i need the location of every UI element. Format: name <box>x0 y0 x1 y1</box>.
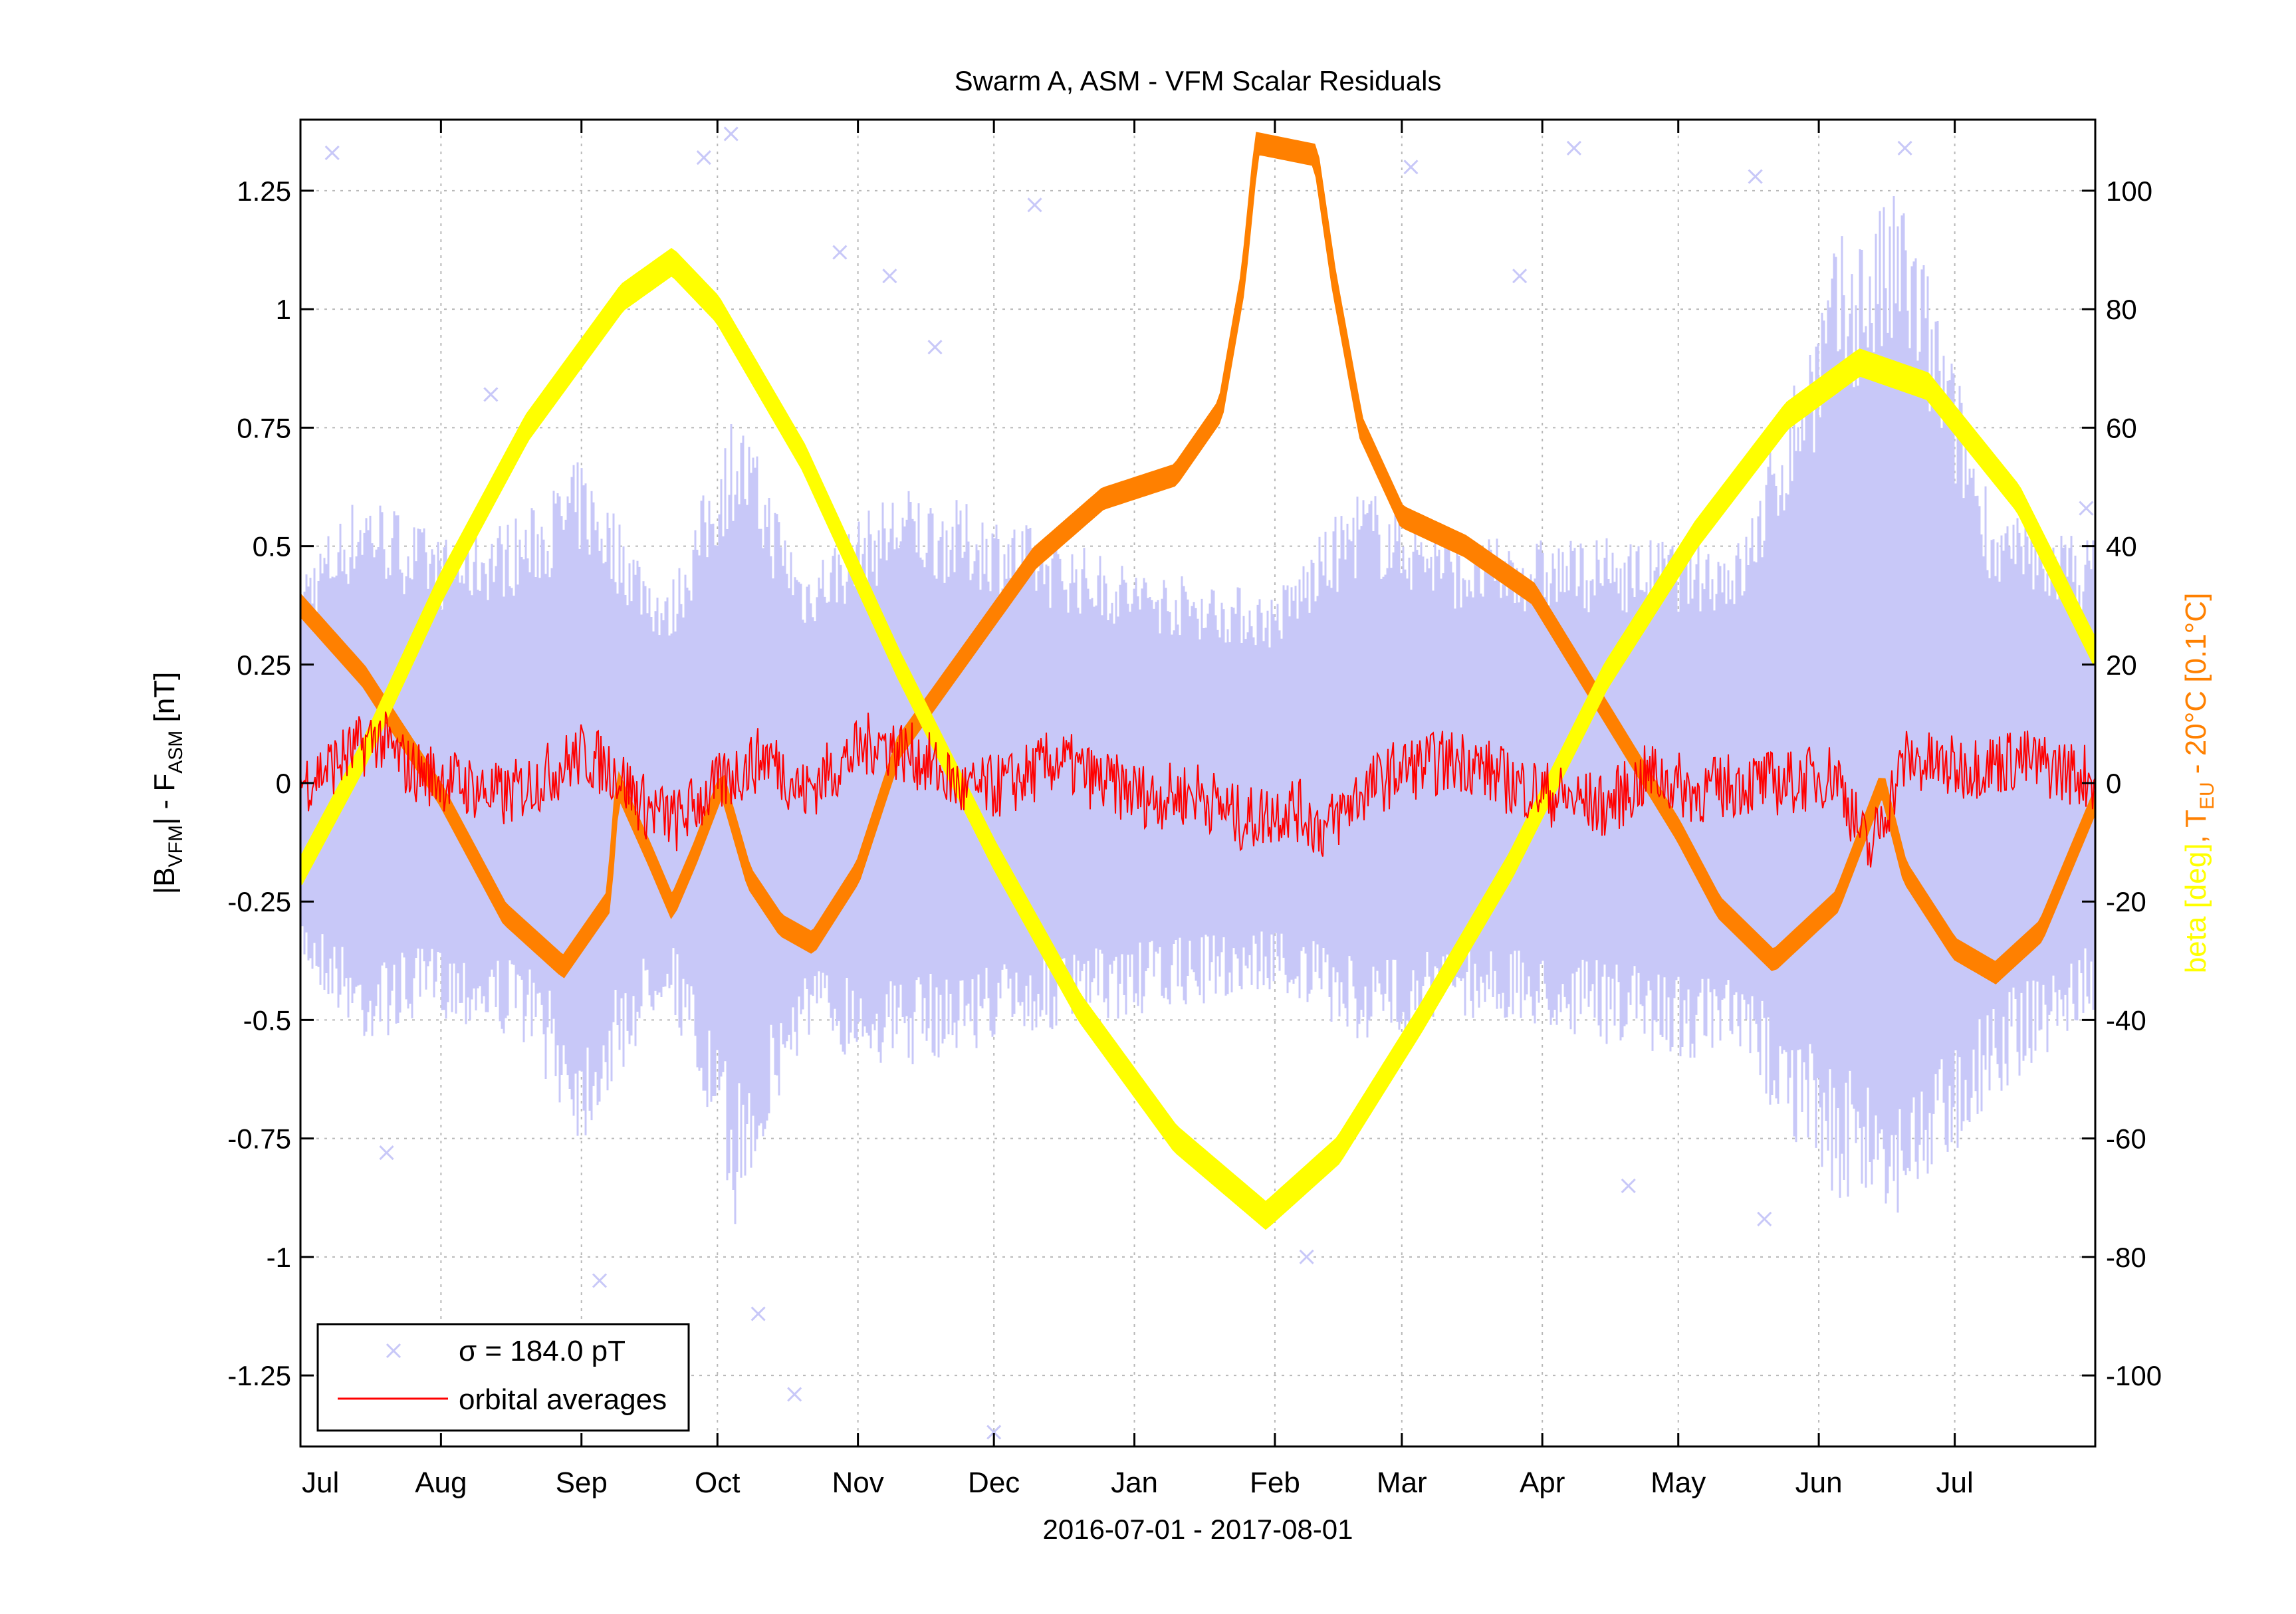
beta-series <box>300 247 2095 1230</box>
residual-outlier-point <box>750 1306 766 1322</box>
x-tick-label: Aug <box>415 1466 467 1499</box>
y-tick-label-left: 0.25 <box>237 649 291 681</box>
y-tick-label-left: 1 <box>276 294 291 325</box>
y-tick-label-left: 0 <box>276 768 291 799</box>
y-tick-label-right: -40 <box>2106 1004 2146 1036</box>
y-tick-label-right: 40 <box>2106 531 2137 562</box>
y-tick-label-right: -80 <box>2106 1242 2146 1273</box>
y-tick-label-right: -20 <box>2106 886 2146 917</box>
y-tick-label-right: -60 <box>2106 1123 2146 1155</box>
y-tick-label-right: 20 <box>2106 649 2137 681</box>
residual-outlier-point <box>1748 169 1763 184</box>
plot-data <box>300 126 2095 1440</box>
orbital-averages-line <box>300 711 2095 868</box>
residual-outlier-point <box>1621 1178 1636 1193</box>
residual-outlier-point <box>1403 160 1419 175</box>
y-tick-label-left: -1 <box>267 1242 291 1273</box>
x-axis-label: 2016-07-01 - 2017-08-01 <box>1042 1514 1353 1545</box>
residual-outlier-point <box>1027 197 1042 213</box>
residual-outlier-point <box>379 1145 394 1161</box>
residual-outlier-point <box>696 150 711 166</box>
chart-title: Swarm A, ASM - VFM Scalar Residuals <box>955 65 1442 96</box>
left-y-axis-label: |BVFM| - FASM [nT] <box>148 672 187 895</box>
x-tick-label: Jun <box>1795 1466 1843 1499</box>
y-tick-label-left: 1.25 <box>237 175 291 207</box>
x-tick-label: Mar <box>1377 1466 1427 1499</box>
residual-outlier-point <box>986 1425 1002 1440</box>
axes: Jul Aug Sep Oct Nov Dec Jan Feb Mar Apr May Jun Jul -… <box>227 120 2162 1499</box>
residual-outlier-point <box>1299 1249 1314 1264</box>
y-tick-label-right: 80 <box>2106 294 2137 325</box>
x-tick-label: Feb <box>1250 1466 1300 1499</box>
y-tick-label-left: -1.25 <box>227 1360 291 1391</box>
x-tick-label: May <box>1651 1466 1706 1499</box>
residual-outlier-point <box>483 387 499 402</box>
residual-outlier-point <box>787 1387 802 1402</box>
y-tick-label-left: -0.75 <box>227 1123 291 1155</box>
y-tick-label-left: -0.5 <box>243 1004 291 1036</box>
y-tick-label-left: 0.75 <box>237 412 291 443</box>
x-tick-label: Apr <box>1520 1466 1565 1499</box>
x-tick-label: Jan <box>1111 1466 1158 1499</box>
x-tick-label: Jul <box>1936 1466 1974 1499</box>
y-tick-label-left: 0.5 <box>253 531 291 562</box>
y-tick-label-right: 0 <box>2106 768 2121 799</box>
residual-outlier-point <box>882 269 897 284</box>
legend-box <box>316 1323 690 1432</box>
residual-outlier-point <box>1757 1211 1772 1226</box>
residual-outlier-point <box>1897 140 1912 156</box>
y-tick-label-right: 100 <box>2106 175 2152 207</box>
x-tick-label: Oct <box>695 1466 740 1499</box>
residual-outlier-point <box>592 1273 608 1288</box>
y-tick-label-right: -100 <box>2106 1360 2162 1391</box>
right-axis-label-beta: beta [deg] <box>2180 844 2212 974</box>
y-tick-label-left: -0.25 <box>227 886 291 917</box>
residual-outlier-point <box>1512 269 1528 284</box>
y-tick-label-right: 60 <box>2106 412 2137 443</box>
x-tick-label: Nov <box>832 1466 884 1499</box>
x-tick-label: Dec <box>968 1466 1020 1499</box>
residual-outlier-point <box>723 126 739 142</box>
residual-outlier-point <box>324 145 340 160</box>
x-tick-label: Jul <box>302 1466 339 1499</box>
residual-outlier-point <box>2079 501 2094 516</box>
legend-marker-sigma <box>386 1343 402 1359</box>
residual-outlier-point <box>927 340 943 355</box>
legend: σ = 184.0 pT orbital averages <box>316 1323 690 1432</box>
residual-outlier-point <box>832 245 848 260</box>
residual-scatter-series <box>300 126 2095 1440</box>
legend-label-orbital: orbital averages <box>459 1383 667 1416</box>
x-tick-label: Sep <box>556 1466 608 1499</box>
residual-outlier-point <box>1566 140 1581 156</box>
right-y-axis-label: beta [deg], TEU - 20°C [0.1°C] <box>2180 593 2218 974</box>
legend-label-sigma: σ = 184.0 pT <box>459 1335 626 1367</box>
